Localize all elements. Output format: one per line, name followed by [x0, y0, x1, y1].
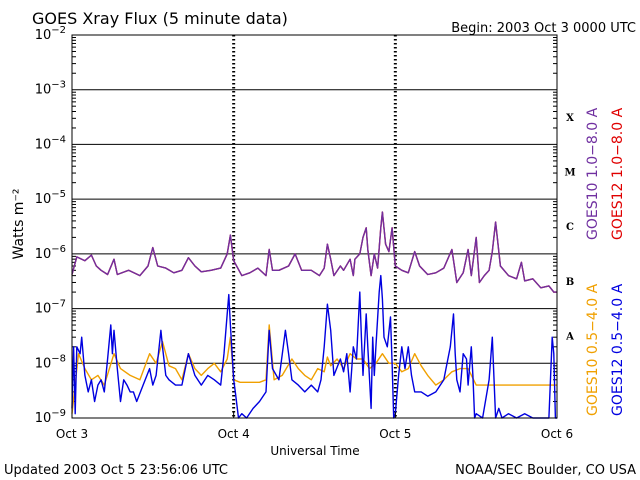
series-line — [71, 211, 557, 293]
series-line — [71, 274, 557, 419]
x-tick-label: Oct 5 — [379, 427, 411, 441]
legend-entry: GOES10 0.5−4.0 A — [585, 283, 601, 416]
credit: NOAA/SEC Boulder, CO USA — [455, 463, 636, 478]
y-tick-label: 10−7 — [35, 299, 66, 317]
flare-class-a: A — [565, 332, 574, 343]
legend-entry: GOES12 1.0−8.0 A — [610, 107, 626, 240]
plot-frame — [71, 34, 558, 419]
flare-class-c: C — [566, 222, 574, 233]
y-tick-label: 10−4 — [35, 134, 66, 152]
updated-time: Updated 2003 Oct 5 23:56:06 UTC — [4, 463, 228, 478]
x-tick-label: Oct 4 — [218, 427, 250, 441]
y-tick-label: 10−3 — [35, 80, 66, 98]
x-axis-label: Universal Time — [270, 444, 359, 458]
legend-entry: GOES10 1.0−8.0 A — [585, 107, 601, 240]
legend: GOES12 1.0−8.0 A GOES10 1.0−8.0 A GOES10 0… — [585, 107, 626, 416]
y-tick-label: 10−2 — [35, 25, 66, 43]
series-line — [71, 211, 557, 293]
flare-class-m: M — [564, 168, 575, 179]
y-tick-label: 10−9 — [35, 408, 66, 426]
flare-class-b: B — [566, 277, 574, 288]
y-tick-label: 10−5 — [35, 189, 66, 207]
x-tick-labels: Oct 3 Oct 4 Oct 5 Oct 6 — [56, 412, 573, 441]
begin-time: Begin: 2003 Oct 3 0000 UTC — [451, 21, 636, 36]
y-axis-label: Watts m⁻² — [11, 189, 27, 260]
legend-entry: GOES12 0.5−4.0 A — [610, 283, 626, 416]
y-tick-label: 10−6 — [35, 244, 66, 262]
grid-layer — [72, 34, 557, 419]
y-tick-labels: 10−2 10−3 10−4 10−5 10−6 10−7 10−8 10−9 — [35, 25, 66, 426]
flare-class-x: X — [566, 113, 574, 124]
x-tick-label: Oct 3 — [56, 427, 88, 441]
series-line — [71, 324, 557, 414]
x-tick-label: Oct 6 — [541, 427, 573, 441]
flare-class-labels: X M C B A — [564, 113, 575, 343]
chart-title: GOES Xray Flux (5 minute data) — [32, 9, 288, 28]
y-tick-label: 10−8 — [35, 353, 66, 371]
series-layer — [71, 211, 557, 419]
